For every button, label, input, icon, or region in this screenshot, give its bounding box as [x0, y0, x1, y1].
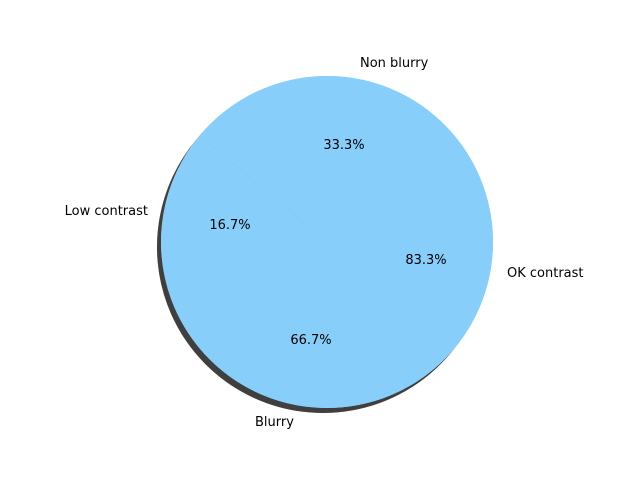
pie-slice-blurry	[199, 76, 494, 409]
category-label-blurry: Blurry	[255, 415, 294, 430]
category-label-non-blurry: Non blurry	[360, 56, 429, 71]
pie-slice-non-blurry	[161, 135, 327, 406]
data-label-blurry: 66.7%	[290, 333, 331, 348]
data-label-low-contrast: 16.7%	[209, 218, 250, 233]
category-label-low-contrast: Low contrast	[65, 204, 148, 219]
data-label-ok-contrast: 83.3%	[405, 253, 446, 268]
pie-slices	[161, 76, 494, 409]
data-label-non-blurry: 33.3%	[323, 138, 364, 153]
category-label-ok-contrast: OK contrast	[507, 266, 584, 281]
